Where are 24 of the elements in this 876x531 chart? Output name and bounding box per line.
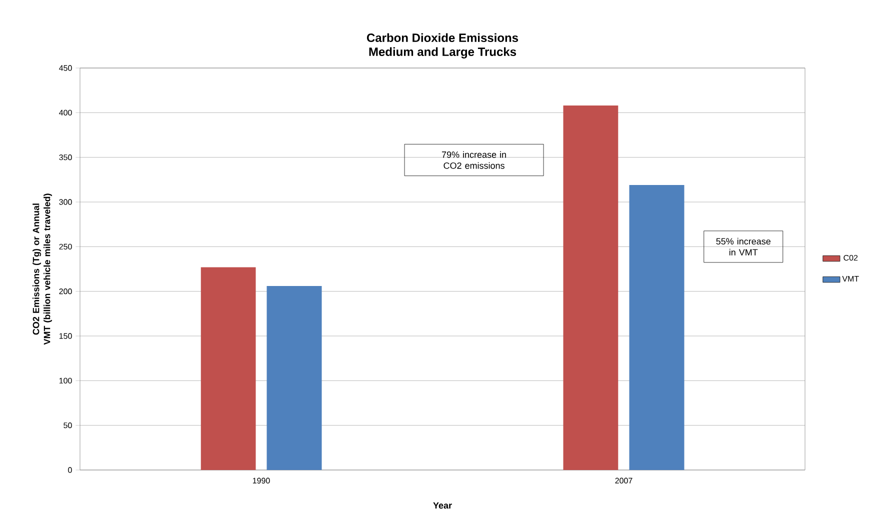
y-tick-label: 450 — [59, 65, 72, 71]
y-axis-title: CO2 Emissions (Tg) or Annual VMT (billion vehicle miles traveled) — [32, 194, 52, 345]
legend-label: C02 — [844, 254, 858, 261]
bar — [200, 267, 256, 470]
y-tick-label: 350 — [59, 154, 72, 160]
x-axis-title: Year — [433, 502, 452, 509]
y-tick-label: 400 — [59, 110, 72, 116]
y-tick-label: 150 — [59, 333, 72, 339]
y-tick-label: 200 — [59, 288, 72, 294]
y-tick-label: 50 — [64, 422, 72, 428]
annotation: 55% increase in VMT — [716, 238, 770, 256]
y-tick-label: 300 — [59, 199, 72, 205]
legend-label: VMT — [842, 276, 859, 282]
bar — [266, 286, 322, 470]
x-tick-label: 1990 — [252, 478, 270, 484]
bar — [629, 185, 684, 470]
bar — [563, 106, 618, 470]
y-tick-label: 0 — [68, 467, 72, 473]
chart-title: Carbon Dioxide Emissions — [366, 33, 518, 42]
y-tick-label: 250 — [59, 244, 72, 250]
chart-subtitle: Medium and Large Trucks — [369, 47, 516, 58]
annotation: 79% increase in CO2 emissions — [442, 151, 506, 169]
y-tick-label: 100 — [59, 378, 72, 384]
x-tick-label: 2007 — [615, 478, 632, 484]
